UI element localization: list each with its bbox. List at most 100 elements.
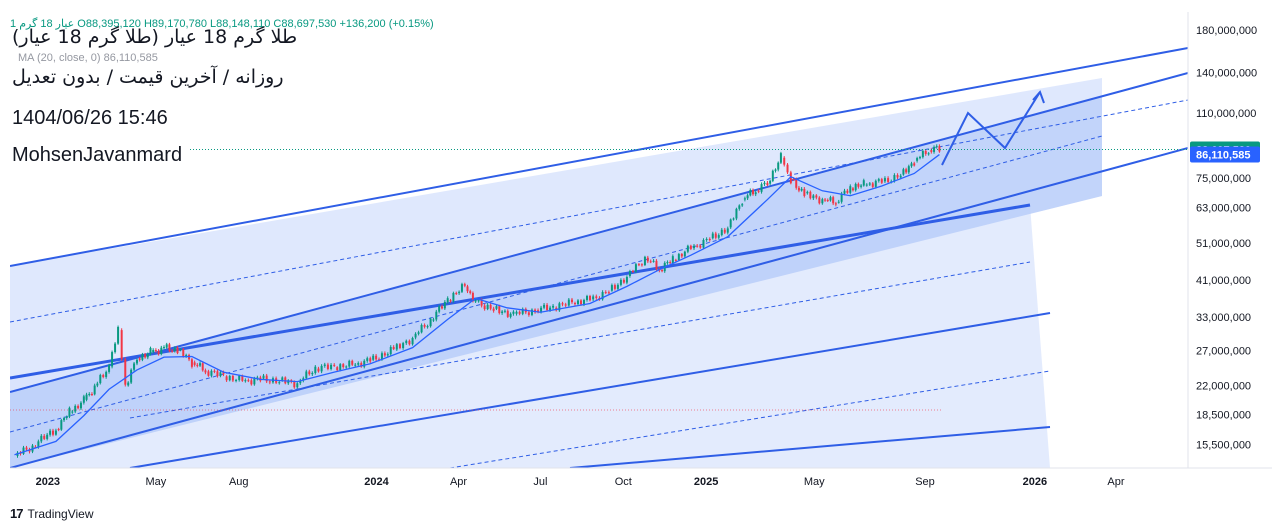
candle-body (469, 291, 472, 293)
candle-body (696, 245, 699, 247)
candle-body (360, 363, 363, 367)
upper-midline-dashed (10, 99, 1188, 323)
candle-body (588, 296, 591, 301)
candle-body (622, 279, 625, 283)
candle-body (250, 380, 253, 385)
candle-body (392, 347, 395, 350)
candle-body (628, 271, 631, 277)
candle-body (738, 205, 741, 209)
candle-body (49, 430, 52, 435)
candle-body (779, 153, 782, 163)
plot-area (10, 47, 1188, 468)
candle-body (449, 300, 452, 302)
candle-body (443, 301, 446, 309)
candle-body (426, 326, 429, 328)
candle-body (357, 363, 360, 365)
candle-body (135, 359, 138, 364)
y-tick-label: 180,000,000 (1196, 25, 1257, 37)
candle-body (262, 375, 265, 379)
candle-body (896, 175, 899, 178)
candle-body (786, 164, 789, 173)
y-tick-label: 41,000,000 (1196, 275, 1251, 287)
candle-body (769, 180, 772, 184)
candle-body (924, 150, 927, 154)
candle-body (552, 305, 555, 308)
x-tick-label: 2023 (36, 476, 60, 488)
candle-body (256, 377, 259, 379)
candle-body (146, 353, 149, 358)
candle-body (711, 233, 714, 239)
candle-body (643, 256, 646, 266)
y-tick-label: 51,000,000 (1196, 238, 1251, 250)
candle-body (893, 175, 896, 182)
candle-body (921, 150, 924, 158)
candle-body (348, 360, 351, 367)
candle-body (938, 146, 941, 152)
tradingview-brand: TradingView (27, 506, 94, 521)
candle-body (235, 379, 238, 381)
y-tick-label: 27,000,000 (1196, 346, 1251, 358)
candle-body (795, 179, 798, 188)
candle-body (317, 368, 320, 372)
candle-body (564, 304, 567, 306)
candle-body (521, 308, 524, 314)
candle-body (216, 371, 219, 377)
candle-body (176, 347, 179, 354)
x-tick-label: Apr (1107, 476, 1124, 488)
candle-body (333, 364, 336, 366)
x-tick-label: Sep (915, 476, 935, 488)
candle-body (90, 394, 93, 396)
candle-body (749, 190, 752, 196)
candle-body (228, 375, 231, 381)
channel-bottom-line (10, 147, 1188, 468)
candle-body (887, 178, 890, 182)
candle-body (527, 312, 530, 315)
candle-body (207, 371, 210, 376)
candle-body (281, 377, 284, 381)
candle-body (771, 170, 774, 181)
candle-body (604, 292, 607, 294)
candle-body (766, 182, 769, 186)
candle-body (518, 311, 521, 314)
candle-body (585, 296, 588, 300)
candle-body (774, 169, 777, 171)
candle-body (432, 319, 435, 321)
candle-body (157, 350, 160, 355)
ma-line (14, 154, 940, 456)
tradingview-footer[interactable]: 17 TradingView (10, 506, 94, 521)
candle-body (247, 380, 250, 382)
candle-body (320, 365, 323, 372)
candle-body (634, 264, 637, 272)
candle-body (414, 333, 417, 338)
bottom-midline-dashed (449, 370, 1051, 468)
candlesticks (16, 144, 941, 458)
candle-body (330, 364, 333, 370)
candle-body (930, 150, 933, 152)
candle-body (296, 383, 299, 388)
candle-body (196, 364, 199, 366)
candle-body (57, 429, 60, 431)
tradingview-logo-icon: 17 (10, 506, 24, 521)
candle-body (865, 184, 868, 186)
candle-body (466, 286, 469, 292)
y-tick-label: 22,000,000 (1196, 380, 1251, 392)
candle-body (171, 350, 174, 352)
candle-body (732, 218, 735, 220)
ohlc-legend: 1 عیار 18 گرم O88,395,120 H89,170,780 L8… (10, 18, 434, 30)
candle-body (720, 229, 723, 236)
candle-body (854, 183, 857, 191)
candle-body (834, 203, 837, 205)
candle-body (179, 349, 182, 351)
candle-body (674, 259, 677, 261)
candle-body (96, 383, 99, 386)
candle-body (389, 347, 392, 355)
candle-body (204, 370, 207, 373)
candle-body (460, 284, 463, 292)
candle-body (480, 300, 483, 306)
x-tick-label: Apr (450, 476, 467, 488)
y-tick-label: 140,000,000 (1196, 67, 1257, 79)
candle-body (857, 183, 860, 187)
candle-body (498, 306, 501, 314)
candle-body (165, 344, 168, 348)
